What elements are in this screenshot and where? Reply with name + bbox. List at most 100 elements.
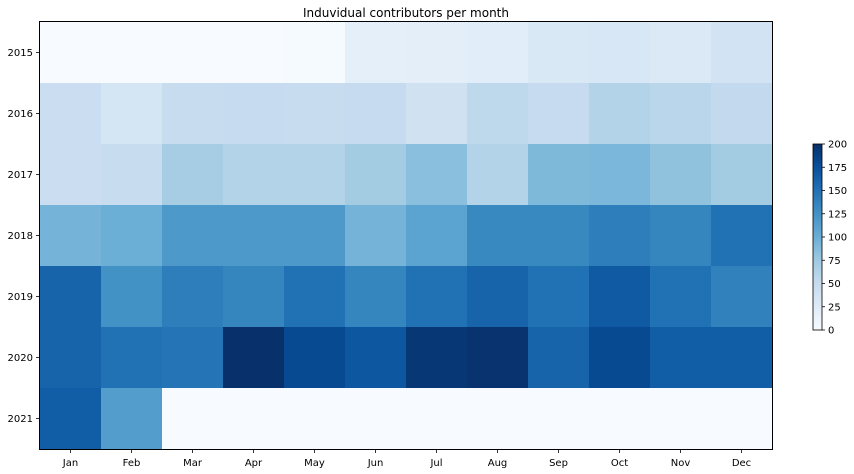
heatmap-cell [345, 266, 407, 328]
heatmap-cells [40, 22, 773, 450]
heatmap-cell [711, 327, 773, 389]
heatmap-cell [711, 22, 773, 84]
heatmap-cell [467, 205, 529, 267]
heatmap-cell [40, 22, 102, 84]
heatmap-cell [650, 327, 712, 389]
heatmap-cell [101, 144, 163, 206]
colorbar-tick-label: 100 [828, 233, 847, 244]
heatmap-cell [345, 144, 407, 206]
heatmap-cell [589, 388, 651, 450]
heatmap-cell [528, 327, 590, 389]
heatmap-cell [406, 388, 468, 450]
y-tick-label: 2020 [8, 353, 33, 364]
heatmap-cell [162, 327, 224, 389]
heatmap-cell [528, 22, 590, 84]
colorbar-tick-label: 175 [828, 163, 847, 174]
y-tick-label: 2017 [8, 170, 33, 181]
x-tick-label: Dec [732, 458, 751, 469]
heatmap-cell [650, 83, 712, 145]
heatmap-cell [467, 388, 529, 450]
x-tick-label: Jan [62, 458, 78, 469]
heatmap-cell [589, 205, 651, 267]
heatmap-cell [162, 83, 224, 145]
heatmap-cell [284, 205, 346, 267]
heatmap-cell [528, 266, 590, 328]
heatmap-cell [101, 327, 163, 389]
y-tick-label: 2015 [8, 48, 33, 59]
heatmap-cell [467, 22, 529, 84]
x-tick-label: May [304, 458, 325, 469]
heatmap-cell [284, 327, 346, 389]
heatmap-cell [40, 266, 102, 328]
heatmap-cell [406, 22, 468, 84]
heatmap-cell [40, 327, 102, 389]
heatmap-cell [650, 266, 712, 328]
x-tick-label: Oct [611, 458, 628, 469]
heatmap-cell [101, 388, 163, 450]
x-tick-label: Nov [671, 458, 691, 469]
heatmap-cell [284, 388, 346, 450]
heatmap-cell [589, 266, 651, 328]
heatmap-cell [284, 83, 346, 145]
y-tick-label: 2021 [8, 414, 33, 425]
heatmap-cell [711, 388, 773, 450]
heatmap-cell [345, 327, 407, 389]
heatmap-cell [406, 83, 468, 145]
heatmap-cell [345, 388, 407, 450]
y-tick-label: 2019 [8, 292, 33, 303]
heatmap-cell [528, 144, 590, 206]
chart-title: Induvidual contributors per month [303, 6, 509, 20]
heatmap-cell [467, 144, 529, 206]
heatmap-cell [711, 83, 773, 145]
heatmap-cell [345, 205, 407, 267]
colorbar-tick-label: 150 [828, 186, 847, 197]
heatmap-cell [406, 327, 468, 389]
heatmap-cell [223, 205, 285, 267]
heatmap-cell [101, 266, 163, 328]
x-tick-label: Mar [183, 458, 203, 469]
heatmap-cell [467, 266, 529, 328]
heatmap-cell [223, 266, 285, 328]
heatmap-cell [650, 22, 712, 84]
heatmap-cell [589, 144, 651, 206]
heatmap-cell [528, 388, 590, 450]
heatmap-cell [406, 266, 468, 328]
y-axis: 2015 2016 2017 2018 2019 2020 2021 [8, 48, 40, 425]
heatmap-cell [40, 205, 102, 267]
colorbar-tick-label: 50 [828, 279, 841, 290]
heatmap-cell [345, 22, 407, 84]
heatmap-cell [284, 266, 346, 328]
heatmap-cell [528, 83, 590, 145]
x-tick-label: Jun [367, 458, 384, 469]
heatmap-cell [650, 205, 712, 267]
colorbar-tick-label: 125 [828, 209, 847, 220]
x-tick-label: Aug [488, 458, 508, 469]
y-tick-label: 2016 [8, 109, 33, 120]
colorbar [812, 143, 823, 331]
x-tick-label: Apr [245, 458, 263, 469]
heatmap-cell [162, 144, 224, 206]
heatmap-cell [711, 144, 773, 206]
heatmap-cell [589, 22, 651, 84]
heatmap-cell [589, 83, 651, 145]
colorbar-tick-label: 0 [828, 326, 834, 337]
x-axis: Jan Feb Mar Apr May Jun Jul Aug Sep Oct Nov Dec [62, 449, 751, 469]
x-tick-label: Jul [429, 458, 442, 469]
heatmap-cell [284, 144, 346, 206]
heatmap-cell [650, 388, 712, 450]
x-tick-label: Feb [123, 458, 141, 469]
heatmap-cell [223, 22, 285, 84]
heatmap-cell [162, 266, 224, 328]
heatmap-cell [711, 205, 773, 267]
heatmap-cell [101, 22, 163, 84]
heatmap-cell [40, 388, 102, 450]
heatmap-cell [589, 327, 651, 389]
heatmap-cell [711, 266, 773, 328]
heatmap-cell [40, 144, 102, 206]
heatmap-cell [162, 22, 224, 84]
heatmap-cell [223, 327, 285, 389]
colorbar-tick-label: 200 [828, 140, 847, 151]
heatmap-cell [406, 205, 468, 267]
heatmap-cell [223, 144, 285, 206]
heatmap-cell [223, 388, 285, 450]
